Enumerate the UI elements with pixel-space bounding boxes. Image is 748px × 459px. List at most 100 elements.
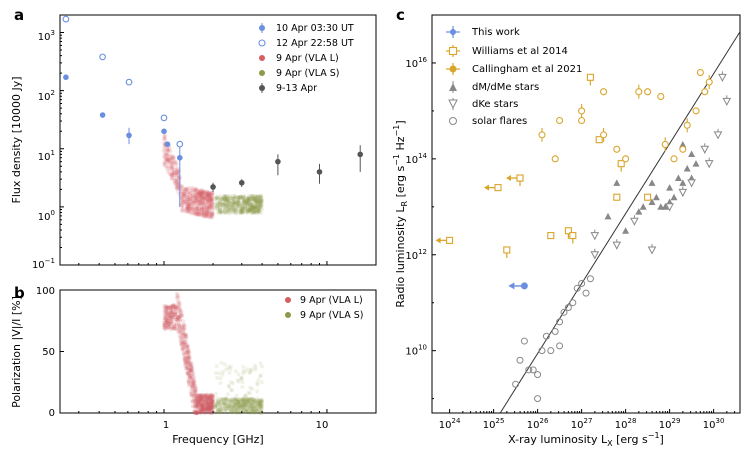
flux-cloud-point [196,212,201,217]
pol-cloud-point [199,396,204,401]
pol-cloud-point [227,371,232,375]
flux-cloud-point [195,206,200,211]
flux-cloud-point [183,194,188,199]
flux-cloud-point [200,208,205,213]
flux-cloud-point [170,172,175,177]
flux-cloud-point [207,206,212,211]
pol-cloud-point [163,323,168,328]
flux-cloud-point [207,192,212,197]
flux-cloud-point [222,206,227,210]
flux-cloud-point [197,188,202,193]
flux-cloud-point [255,196,260,201]
pol-cloud-point [189,361,193,366]
flux-cloud-point [225,203,229,208]
flux-cloud-point [214,195,219,200]
flux-cloud-point [168,153,173,158]
flux-cloud-point [166,157,171,162]
flux-cloud-point [249,202,254,207]
flux-cloud-point [186,202,191,207]
flux-cloud-point [207,199,212,204]
flux-cloud-point [189,196,193,201]
pol-cloud-point [228,364,233,369]
flux-tick-0.1: 10−1 [32,257,55,271]
flux-cloud-point [181,206,186,211]
flux-cloud-point [251,206,256,210]
flux-cloud-point [182,187,187,192]
flux-cloud-point [172,155,176,160]
flux-cloud-point [185,207,190,212]
flux-cloud-point [256,194,261,199]
flux-cloud-point [222,201,227,206]
flux-cloud-point [217,194,222,199]
flux-cloud-point [194,192,199,197]
flux-cloud-point [188,204,193,209]
flux-cloud-point [200,190,205,195]
flux-cloud-point [173,178,178,183]
pol-cloud-point [178,328,183,333]
flux-cloud-point [236,209,241,214]
flux-cloud-point [206,197,211,202]
flux-cloud-point [187,202,192,207]
flux-cloud-point [170,157,175,162]
flux-cloud-point [193,196,198,201]
flux-cloud-point [253,203,258,208]
pol-cloud-point [207,406,212,411]
flux-cloud-point [248,209,253,214]
pol-cloud-point [190,399,195,404]
flux-cloud-point [192,194,197,199]
flux-cloud-point [248,197,253,202]
pol-cloud-point [202,396,207,401]
flux-cloud-point [183,202,188,207]
flux-cloud-point [185,209,190,214]
flux-cloud-point [244,207,248,211]
flux-cloud-point [206,194,211,199]
flux-cloud-point [181,200,186,205]
flux-cloud-point [169,158,174,163]
solar-flare-point [547,347,555,355]
flux-point [176,140,184,148]
flux-cloud-point [252,197,257,202]
flux-cloud-point [242,194,247,199]
flux-cloud-point [231,210,236,215]
svg-text:10 Apr 03:30 UT: 10 Apr 03:30 UT [276,23,354,34]
flux-cloud-point [259,202,264,207]
flux-cloud-point [225,208,230,213]
xray-tick-28: 1028 [615,417,637,431]
flux-cloud-point [179,188,184,193]
flux-cloud-point [255,209,260,214]
flux-cloud-point [258,195,263,200]
flux-cloud-point [252,210,257,215]
flux-cloud-point [253,204,258,209]
xray-tick-30: 1030 [703,417,725,431]
flux-cloud-point [220,202,225,207]
flux-cloud-point [180,189,185,194]
pol-cloud-point [180,345,185,350]
flux-cloud-point [239,209,244,214]
flux-cloud-point [195,208,200,213]
flux-cloud-point [165,147,170,152]
williams-point [516,174,524,182]
flux-cloud-point [163,160,167,165]
this-work-arrowhead [508,282,515,290]
flux-cloud-point [162,137,167,141]
flux-cloud-point [242,198,246,203]
flux-cloud-point [172,160,177,165]
pol-cloud-point [225,392,230,397]
pol-cloud-point [217,371,222,376]
flux-cloud-point [195,212,200,217]
flux-cloud-point [240,210,245,215]
flux-cloud-point [231,200,236,205]
legend-a-10apr: 10 Apr 03:30 UT [259,23,354,34]
flux-cloud-point [238,206,243,211]
flux-cloud-point [241,194,246,199]
flux-cloud-point [163,151,168,156]
flux-cloud-point [194,201,199,206]
flux-cloud-point [170,171,175,175]
flux-cloud-point [168,156,173,161]
dke-star-point [612,241,622,250]
pol-cloud-point [196,408,200,413]
flux-cloud-point [202,203,207,208]
flux-cloud-point [167,159,172,164]
panel-c-xtick-labels: 1024 1025 1026 1027 1028 1029 1030 [439,417,725,431]
flux-cloud-point [237,204,241,209]
